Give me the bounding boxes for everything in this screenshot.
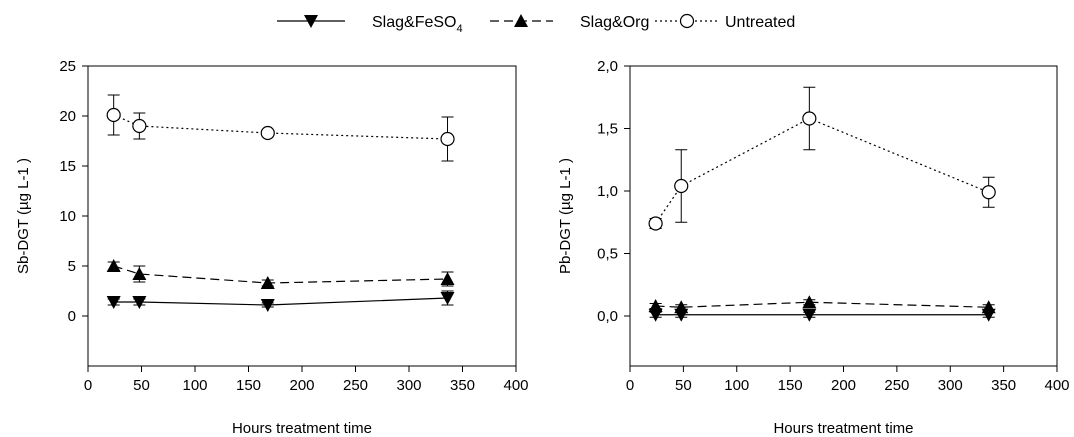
data-point (106, 259, 121, 272)
y-axis-label: Sb-DGT (µg L-1 ) (15, 158, 32, 274)
data-point (106, 107, 121, 123)
data-point (802, 295, 817, 309)
x-tick-label: 250 (343, 377, 368, 394)
data-point (648, 299, 663, 312)
data-point (674, 300, 689, 314)
x-tick-label: 350 (450, 377, 475, 394)
data-point (260, 276, 275, 289)
data-point (132, 267, 147, 280)
x-tick-label: 250 (884, 377, 909, 394)
data-point (802, 111, 817, 126)
y-tick-label: 0,0 (597, 308, 618, 325)
data-point (260, 125, 275, 141)
x-axis-label: Hours treatment time (773, 420, 913, 437)
data-point (981, 300, 996, 314)
series-untreated (648, 86, 996, 231)
y-tick-label: 1,0 (597, 183, 618, 200)
x-tick-label: 300 (938, 377, 963, 394)
x-tick-label: 100 (724, 377, 749, 394)
series-slag-feso4 (648, 308, 996, 322)
y-tick-label: 15 (59, 158, 76, 175)
x-axis-label: Hours treatment time (232, 420, 372, 437)
x-tick-label: 50 (675, 377, 692, 394)
series-line (113, 297, 448, 306)
y-tick-label: 20 (59, 108, 76, 125)
series-line (655, 117, 989, 224)
data-point (106, 296, 121, 309)
series-line (113, 114, 448, 140)
plot-frame (629, 65, 1058, 367)
sb-dgt-chart: 0 50 100 150 200 250 300 350 400 0 5 10 15 20 25 Hours … (15, 58, 529, 437)
data-point (440, 131, 455, 147)
data-point (981, 185, 996, 200)
legend-marker (304, 15, 318, 28)
x-tick-label: 400 (503, 377, 528, 394)
data-point (132, 296, 147, 309)
legend-item-slag-feso4: Slag&FeSO4 (277, 14, 463, 35)
series-untreated (106, 94, 455, 162)
legend-item-slag-org: Slag&Org (490, 14, 649, 31)
y-tick-label: 0 (68, 308, 76, 325)
data-point (674, 178, 689, 194)
y-tick-label: 5 (68, 258, 76, 275)
legend-label: Slag&Org (580, 14, 649, 31)
x-tick-label: 0 (626, 377, 634, 394)
y-tick-label: 25 (59, 58, 76, 75)
series-line (655, 301, 989, 308)
legend: Slag&FeSO4 Slag&Org Untreated (277, 13, 795, 35)
x-tick-label: 300 (396, 377, 421, 394)
x-tick-label: 200 (831, 377, 856, 394)
y-axis-label: Pb-DGT (µg L-1 ) (557, 158, 574, 274)
legend-label: Slag&FeSO4 (372, 14, 463, 35)
pb-dgt-chart: 0 50 100 150 200 250 300 350 400 0,0 0,5 1,0 1,5 2,0 H… (557, 58, 1070, 437)
series-slag-org (648, 295, 996, 314)
legend-marker (514, 14, 528, 27)
data-point (260, 299, 275, 312)
data-point (648, 216, 663, 231)
y-tick-label: 10 (59, 208, 76, 225)
series-line (113, 265, 448, 284)
series-slag-feso4 (106, 290, 455, 312)
x-tick-label: 150 (236, 377, 261, 394)
data-point (440, 292, 455, 305)
x-tick-label: 50 (133, 377, 150, 394)
data-point (802, 308, 817, 322)
x-tick-label: 150 (778, 377, 803, 394)
x-tick-label: 200 (289, 377, 314, 394)
data-point (132, 118, 147, 134)
y-tick-label: 0,5 (597, 246, 618, 263)
legend-marker (679, 13, 695, 29)
x-tick-label: 400 (1044, 377, 1069, 394)
y-tick-label: 1,5 (597, 121, 618, 138)
legend-item-untreated: Untreated (655, 13, 795, 31)
legend-label: Untreated (725, 14, 795, 31)
x-tick-label: 100 (182, 377, 207, 394)
data-point (440, 272, 455, 285)
x-tick-label: 0 (84, 377, 92, 394)
series-slag-org (106, 259, 455, 289)
plot-frame (87, 65, 517, 367)
y-tick-label: 2,0 (597, 58, 618, 75)
x-tick-label: 350 (991, 377, 1016, 394)
